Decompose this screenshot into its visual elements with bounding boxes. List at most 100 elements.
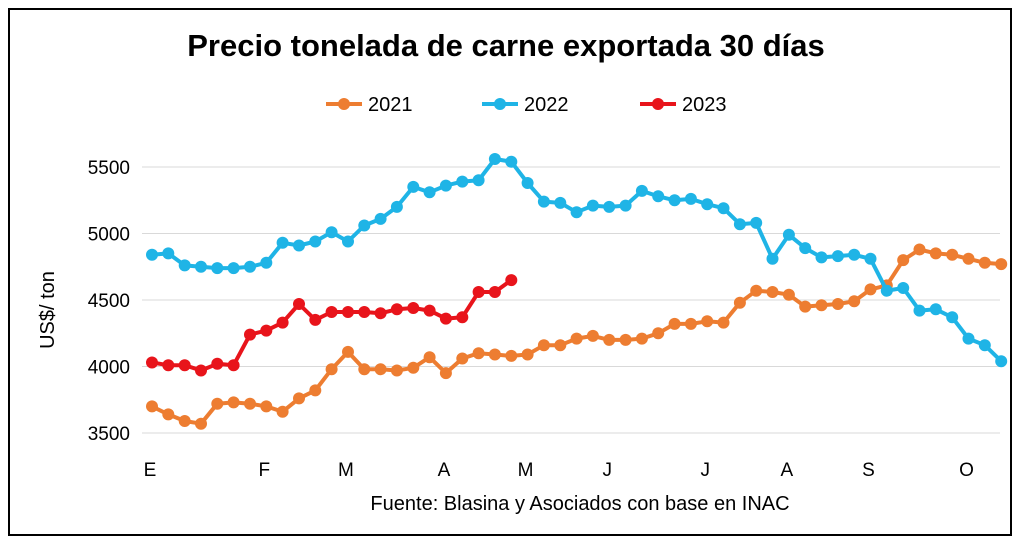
data-point — [342, 345, 354, 358]
x-tick-label: A — [781, 460, 794, 481]
data-point — [864, 252, 877, 265]
data-point — [766, 286, 779, 298]
legend-label: 2022 — [524, 94, 569, 116]
data-point — [325, 306, 338, 318]
legend-label: 2023 — [682, 94, 727, 116]
data-point — [439, 312, 452, 325]
data-point — [913, 243, 926, 256]
data-point — [195, 364, 207, 377]
data-point — [946, 311, 959, 324]
data-point — [537, 339, 550, 352]
data-point — [962, 252, 975, 265]
data-point — [358, 306, 371, 318]
legend-marker — [652, 98, 664, 110]
data-point — [456, 311, 469, 324]
data-point — [848, 248, 861, 261]
data-point — [211, 397, 224, 410]
data-point — [619, 333, 632, 346]
data-point — [456, 175, 469, 188]
data-point — [293, 392, 305, 405]
data-point — [946, 248, 959, 261]
data-point — [570, 332, 583, 345]
data-point — [554, 196, 567, 209]
data-point — [586, 329, 599, 342]
data-point — [244, 328, 256, 341]
x-axis-ticks: EFMAMJJASOND — [144, 460, 974, 481]
data-point — [684, 317, 697, 330]
x-tick-label: J — [602, 460, 612, 481]
data-point — [815, 299, 828, 312]
data-point — [195, 260, 207, 273]
data-point — [390, 303, 403, 316]
data-point — [897, 254, 910, 267]
line-chart: Precio tonelada de carne exportada 30 dí… — [37, 28, 1008, 515]
data-point — [864, 283, 877, 296]
legend-item-2022: 2022 — [482, 94, 569, 116]
data-point — [701, 315, 714, 328]
data-point — [521, 177, 534, 189]
data-point — [227, 262, 240, 275]
data-point — [211, 357, 224, 370]
data-point — [995, 258, 1008, 271]
data-point — [260, 400, 273, 413]
series-2023 — [146, 274, 518, 377]
data-point — [276, 405, 289, 418]
data-point — [978, 339, 991, 352]
data-point — [848, 295, 861, 308]
data-point — [227, 359, 240, 372]
data-point — [521, 348, 534, 361]
data-point — [325, 226, 338, 239]
data-point — [831, 250, 844, 263]
y-axis-ticks: 3500 4000 4500 5000 5500 — [88, 158, 130, 445]
data-point — [244, 397, 256, 410]
data-point — [439, 179, 452, 192]
legend-label: 2021 — [368, 94, 413, 116]
data-point — [390, 200, 403, 213]
data-point — [668, 317, 681, 330]
data-point — [162, 247, 175, 260]
data-point — [293, 239, 305, 252]
data-point — [162, 359, 175, 372]
data-point — [554, 339, 567, 352]
legend-marker — [338, 98, 350, 110]
data-point — [717, 316, 730, 329]
data-point — [603, 200, 616, 213]
data-point — [178, 415, 191, 427]
data-point — [505, 349, 518, 362]
data-point — [586, 199, 599, 212]
data-point — [652, 190, 665, 203]
data-point — [570, 206, 583, 219]
legend-item-2021: 2021 — [326, 94, 413, 116]
x-tick-label: M — [338, 460, 354, 481]
data-point — [537, 195, 550, 208]
data-point — [733, 218, 746, 231]
legend: 2021 2022 2023 — [326, 94, 727, 116]
data-point — [488, 348, 501, 361]
data-point — [505, 274, 518, 287]
data-point — [635, 184, 648, 197]
legend-item-2023: 2023 — [640, 94, 727, 116]
x-tick-label: A — [438, 460, 451, 481]
data-point — [995, 355, 1008, 368]
data-point — [766, 252, 779, 265]
x-tick-label: J — [700, 460, 710, 481]
y-tick-label: 4500 — [88, 291, 130, 312]
source-note: Fuente: Blasina y Asociados con base en … — [370, 493, 789, 515]
data-point — [423, 351, 436, 364]
data-point — [488, 286, 501, 298]
data-point — [211, 262, 224, 275]
data-point — [407, 180, 420, 193]
data-point — [325, 363, 338, 376]
data-point — [799, 242, 812, 255]
y-tick-label: 3500 — [88, 424, 130, 445]
data-point — [260, 324, 273, 337]
data-point — [342, 235, 354, 248]
y-axis-title: US$/ ton — [37, 271, 59, 349]
data-point — [929, 303, 942, 316]
data-point — [619, 199, 632, 212]
data-point — [358, 219, 371, 232]
data-point — [668, 194, 681, 207]
data-point — [309, 313, 322, 326]
data-point — [227, 396, 240, 409]
data-point — [407, 361, 420, 374]
